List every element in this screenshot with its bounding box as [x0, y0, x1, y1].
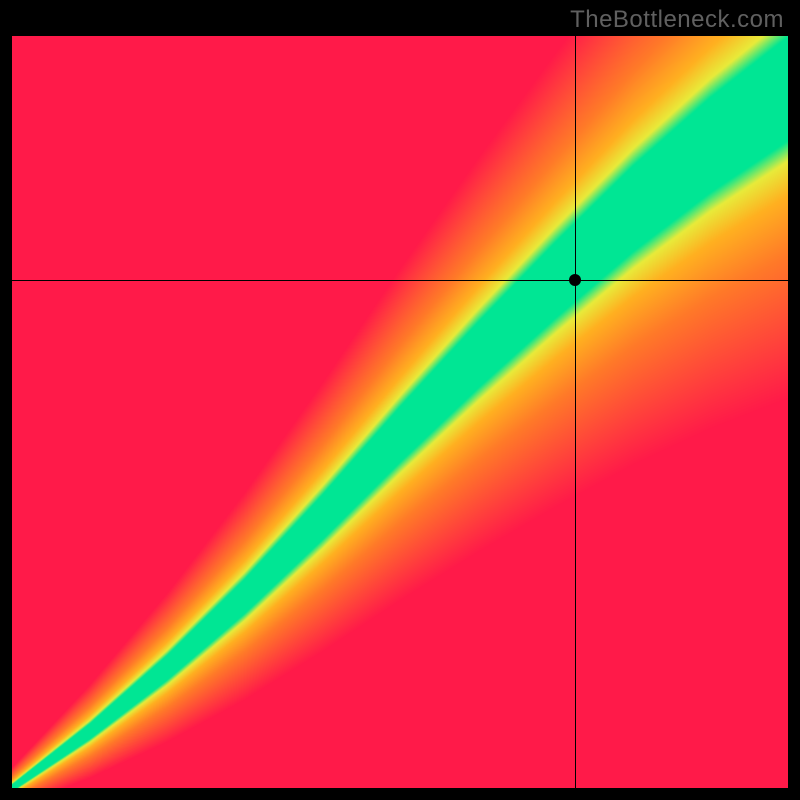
- watermark-text: TheBottleneck.com: [570, 6, 784, 34]
- crosshair-horizontal: [12, 280, 788, 281]
- heatmap-canvas: [12, 36, 788, 788]
- crosshair-vertical: [575, 36, 576, 788]
- crosshair-marker: [569, 274, 581, 286]
- heatmap-plot: [12, 36, 788, 788]
